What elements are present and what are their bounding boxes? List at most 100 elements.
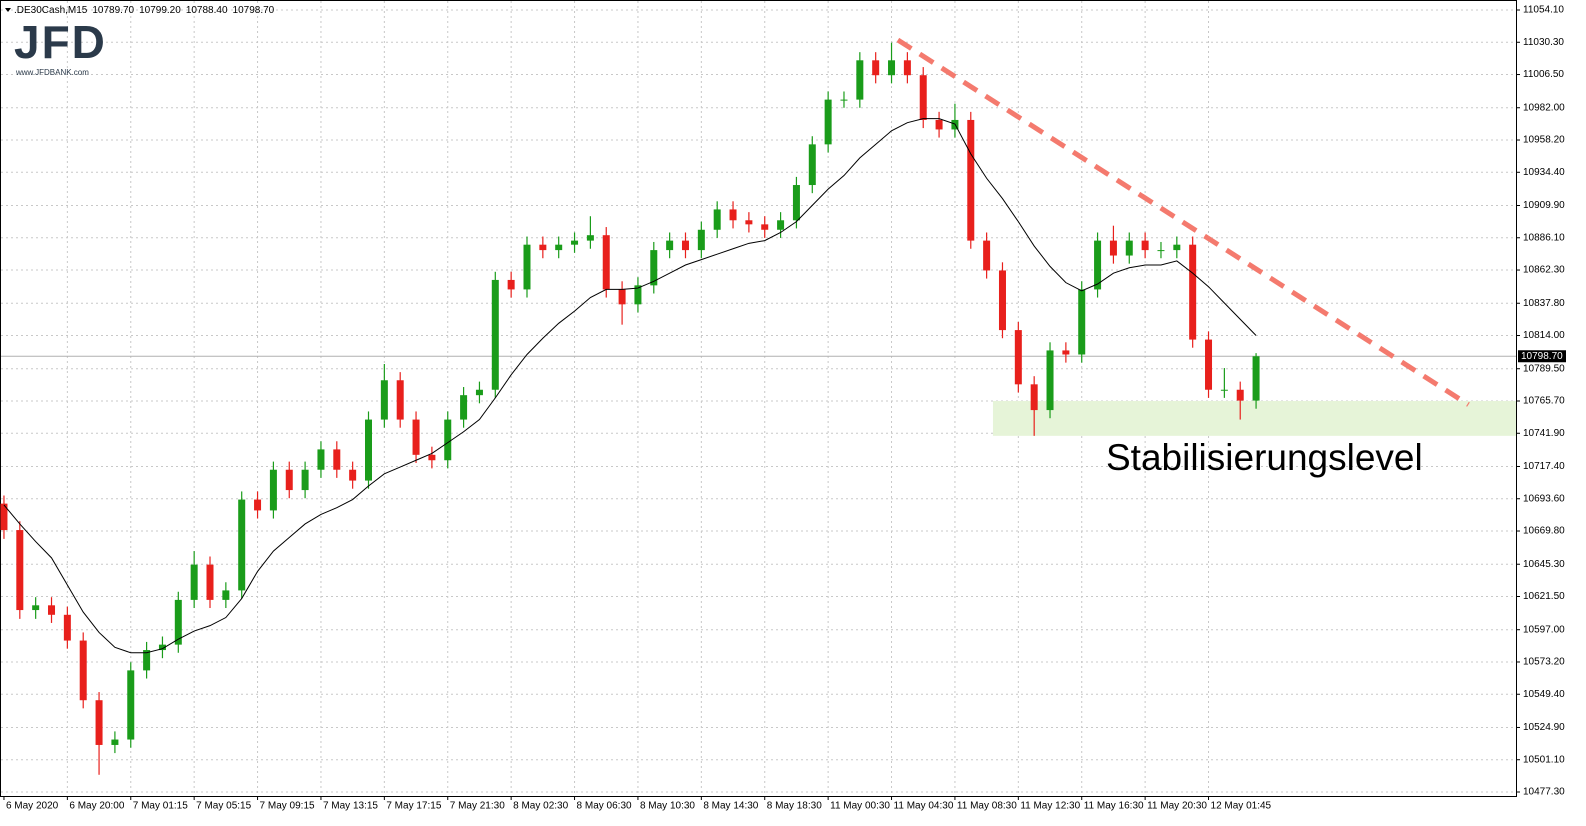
candle-body [1205,339,1213,390]
candle-body [935,119,943,130]
header-value: 10789.70 [92,5,134,16]
candle-body [111,739,119,745]
candle-body [143,650,151,671]
candle-body [1157,250,1165,252]
candle-body [1252,356,1260,401]
candle-body [523,244,531,290]
candle-body [666,240,674,251]
y-tick-label: 10524.90 [1523,722,1565,733]
candle-body [396,380,404,420]
x-tick-label: 11 May 12:30 [1020,801,1080,812]
y-tick-label: 10934.40 [1523,167,1565,178]
candle-body [95,700,103,745]
candle-body [254,499,262,511]
annotation: Stabilisierungslevel [1106,437,1423,478]
x-tick-label: 11 May 08:30 [957,801,1017,812]
candle-body [998,270,1006,331]
candle-body [967,119,975,241]
price-tag-label: 10798.70 [1521,351,1563,362]
candle-body [840,99,848,101]
y-tick-label: 10765.70 [1523,396,1565,407]
y-tick-label: 10717.40 [1523,461,1565,472]
candle-body [301,469,309,491]
y-tick-label: 10573.20 [1523,657,1565,668]
logo-url: www.JFDBANK.com [15,68,89,77]
y-tick-label: 11006.50 [1523,69,1564,80]
candle-body [1236,389,1244,401]
candle-body [792,185,800,221]
y-tick-label: 10477.30 [1523,787,1565,798]
x-tick-label: 7 May 17:15 [386,801,441,812]
y-tick-label: 10621.50 [1523,591,1565,602]
candle-body [1189,244,1197,340]
x-tick-label: 8 May 18:30 [767,801,822,812]
y-tick-label: 10837.80 [1523,298,1565,309]
candle-body [903,60,911,76]
x-tick-label: 11 May 16:30 [1084,801,1144,812]
moving-average [3,118,1257,654]
candle-body [729,209,737,221]
header-value: 10788.40 [186,5,228,16]
y-tick-label: 10789.50 [1523,363,1565,374]
candle-body [555,244,563,251]
candle-body [1062,350,1070,355]
candle-body [317,449,325,470]
candle-body [856,60,864,100]
x-tick-label: 6 May 2020 [6,801,59,812]
x-tick-label: 6 May 20:00 [69,801,124,812]
y-tick-label: 11054.10 [1523,5,1564,16]
candle-body [602,235,610,290]
candle-body [238,499,246,591]
candle-body [1220,389,1228,391]
candle-body [158,644,166,651]
candle-body [428,454,436,461]
y-tick-label: 10814.00 [1523,330,1565,341]
candle-body [697,229,705,251]
candle-body [586,235,594,241]
y-tick-label: 10693.60 [1523,493,1565,504]
candle-body [1030,384,1038,411]
support-zone [992,401,1516,436]
candle-body [650,250,658,286]
candle-body [507,279,515,290]
x-tick-label: 7 May 13:15 [323,801,378,812]
candle-body [32,605,40,611]
candle-body [475,389,483,396]
candle-body [412,419,420,455]
header: .DE30Cash,M15 10789.70 10799.20 10788.40 107… [14,5,275,16]
candle-body [0,503,8,531]
candle-body [127,670,135,740]
candle-body [333,449,341,470]
candle-body [808,144,816,186]
y-tick-label: 10958.20 [1523,135,1565,146]
y-tick-label: 10669.80 [1523,526,1565,537]
symbol: .DE30Cash,M15 [14,5,88,16]
candle-body [872,60,880,76]
header-value: 10799.20 [139,5,181,16]
candle-body [364,419,372,481]
candle-body [444,419,452,461]
x-tick-label: 12 May 01:45 [1211,801,1272,812]
x-tick-label: 7 May 05:15 [196,801,251,812]
x-tick-label: 11 May 20:30 [1147,801,1207,812]
x-tick-label: 11 May 00:30 [830,801,890,812]
y-tick-label: 10741.90 [1523,428,1565,439]
candle-body [1014,330,1022,385]
candle-body [380,380,388,420]
trendline [896,37,1470,407]
candle-body [983,240,991,271]
x-tick-label: 7 May 09:15 [260,801,315,812]
y-tick-label: 10597.00 [1523,624,1565,635]
candle-body [539,244,547,251]
candle-body [79,640,87,701]
candle-body [285,469,293,491]
x-tick-label: 7 May 21:30 [450,801,505,812]
candle-body [713,209,721,230]
candle-body [1109,240,1117,256]
y-tick-label: 11030.30 [1523,37,1564,48]
x-tick-label: 11 May 04:30 [894,801,954,812]
candle-body [190,564,198,600]
candle-body [745,220,753,225]
x-tick-label: 8 May 02:30 [513,801,568,812]
